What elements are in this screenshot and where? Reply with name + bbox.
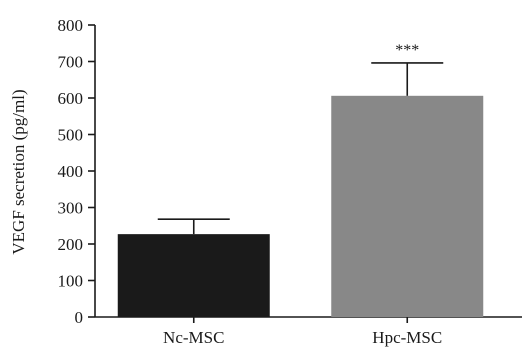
y-tick-label: 400 [58,162,84,181]
bar-hpc-msc [331,95,484,317]
y-tick-label: 100 [58,272,84,291]
x-tick-label: Nc-MSC [163,328,224,347]
y-tick-label: 800 [58,16,84,35]
y-tick-label: 600 [58,89,84,108]
y-tick-label: 500 [58,126,84,145]
x-axis: Nc-MSC Hpc-MSC [95,316,522,347]
annotations: *** [395,42,419,59]
y-axis-title: VEGF secretion (pg/ml) [9,89,28,254]
y-tick-label: 300 [58,199,84,218]
error-bars [157,62,444,235]
y-tick-label: 0 [75,308,84,327]
significance-label: *** [395,42,419,59]
y-axis: 0 100 200 300 400 500 600 700 800 [58,16,96,327]
bars [117,95,484,317]
x-tick-label: Hpc-MSC [372,328,442,347]
y-tick-label: 200 [58,235,84,254]
bar-nc-msc [117,234,270,317]
y-tick-label: 700 [58,53,84,72]
